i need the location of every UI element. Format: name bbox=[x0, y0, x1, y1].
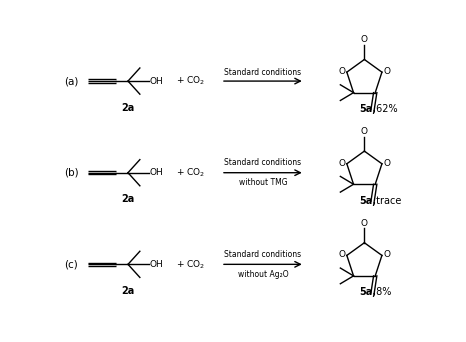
Text: OH: OH bbox=[150, 260, 164, 269]
Text: 2a: 2a bbox=[121, 103, 135, 113]
Text: Standard conditions: Standard conditions bbox=[224, 158, 302, 167]
Text: 62%: 62% bbox=[373, 104, 397, 114]
Text: O: O bbox=[383, 159, 390, 168]
Text: OH: OH bbox=[150, 77, 164, 86]
Text: O: O bbox=[338, 250, 345, 259]
Text: (b): (b) bbox=[64, 168, 79, 178]
Text: (a): (a) bbox=[64, 76, 79, 86]
Text: without Ag₂O: without Ag₂O bbox=[238, 270, 288, 279]
Text: 5a,: 5a, bbox=[359, 196, 376, 206]
Text: 5a,: 5a, bbox=[359, 287, 376, 298]
Text: + CO$_2$: + CO$_2$ bbox=[176, 258, 206, 271]
Text: without TMG: without TMG bbox=[239, 178, 287, 187]
Text: O: O bbox=[361, 36, 368, 44]
Text: 8%: 8% bbox=[373, 287, 391, 298]
Text: + CO$_2$: + CO$_2$ bbox=[176, 167, 206, 179]
Text: 2a: 2a bbox=[121, 286, 135, 296]
Text: O: O bbox=[338, 67, 345, 76]
Text: trace: trace bbox=[373, 196, 401, 206]
Text: (c): (c) bbox=[64, 259, 78, 269]
Text: O: O bbox=[383, 250, 390, 259]
Text: 5a,: 5a, bbox=[359, 104, 376, 114]
Text: Standard conditions: Standard conditions bbox=[224, 250, 302, 259]
Text: + CO$_2$: + CO$_2$ bbox=[176, 75, 206, 87]
Text: OH: OH bbox=[150, 168, 164, 177]
Text: O: O bbox=[361, 219, 368, 228]
Text: O: O bbox=[338, 159, 345, 168]
Text: O: O bbox=[361, 127, 368, 136]
Text: 2a: 2a bbox=[121, 194, 135, 204]
Text: O: O bbox=[383, 67, 390, 76]
Text: Standard conditions: Standard conditions bbox=[224, 68, 302, 77]
